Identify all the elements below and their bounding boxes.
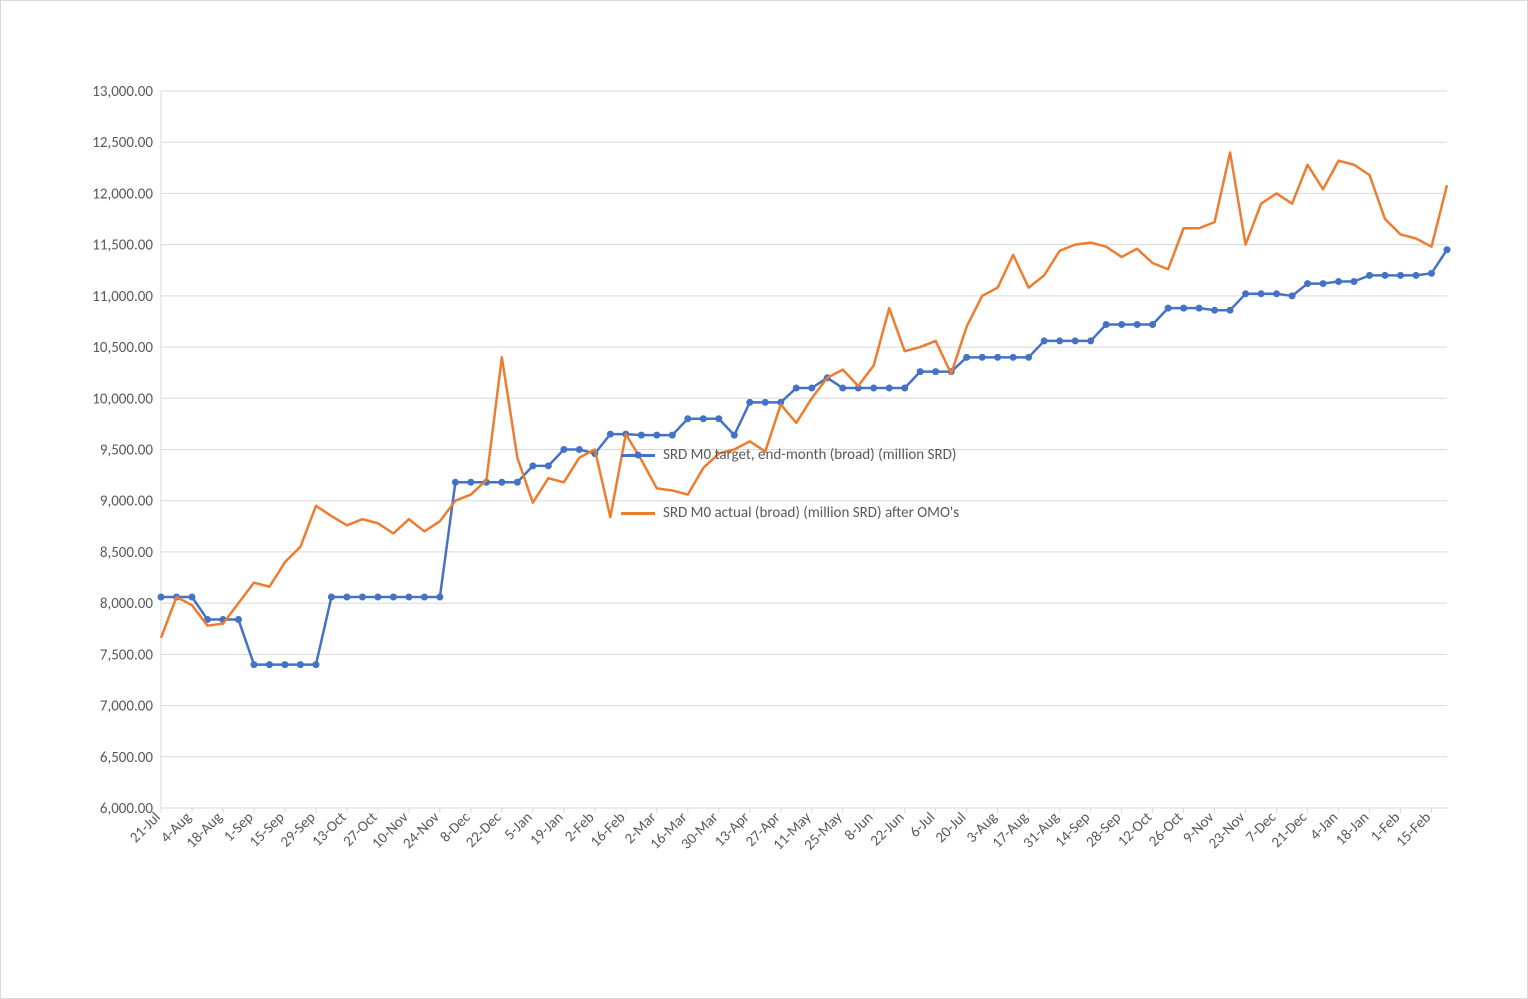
svg-text:7,000.00: 7,000.00 [100, 698, 154, 716]
legend-item-actual: SRD M0 actual (broad) (million SRD) afte… [621, 504, 959, 522]
svg-text:10,500.00: 10,500.00 [92, 339, 153, 357]
legend-label-actual: SRD M0 actual (broad) (million SRD) afte… [663, 504, 959, 522]
svg-text:13-Apr: 13-Apr [711, 809, 753, 851]
svg-text:22-Dec: 22-Dec [462, 808, 505, 851]
svg-text:11,500.00: 11,500.00 [92, 237, 153, 255]
svg-text:19-Jan: 19-Jan [527, 809, 568, 850]
svg-text:8,500.00: 8,500.00 [100, 544, 154, 562]
svg-text:12,000.00: 12,000.00 [92, 185, 153, 203]
svg-text:16-Feb: 16-Feb [587, 809, 629, 851]
svg-text:12-Oct: 12-Oct [1114, 809, 1156, 851]
svg-text:15-Feb: 15-Feb [1393, 809, 1435, 851]
legend-swatch-actual [621, 512, 655, 515]
legend-label-target: SRD M0 target, end-month (broad) (millio… [663, 446, 956, 464]
svg-text:18-Jan: 18-Jan [1332, 809, 1373, 850]
svg-text:6,500.00: 6,500.00 [100, 749, 154, 767]
svg-text:18-Aug: 18-Aug [183, 809, 226, 852]
legend-swatch-target [621, 454, 655, 457]
svg-text:26-Oct: 26-Oct [1145, 809, 1187, 851]
svg-text:11,000.00: 11,000.00 [92, 288, 153, 306]
svg-text:9,500.00: 9,500.00 [100, 442, 154, 460]
svg-text:31-Aug: 31-Aug [1020, 809, 1063, 852]
legend: SRD M0 target, end-month (broad) (millio… [621, 446, 959, 562]
svg-text:8,000.00: 8,000.00 [100, 595, 154, 613]
svg-text:21-Dec: 21-Dec [1268, 808, 1311, 851]
svg-text:10,000.00: 10,000.00 [92, 390, 153, 408]
svg-text:22-Jun: 22-Jun [867, 809, 908, 850]
svg-text:12,500.00: 12,500.00 [92, 134, 153, 152]
svg-text:13-Oct: 13-Oct [309, 809, 351, 851]
svg-text:13,000.00: 13,000.00 [92, 83, 153, 101]
svg-text:29-Sep: 29-Sep [277, 809, 320, 852]
svg-text:20-Jul: 20-Jul [932, 809, 970, 847]
chart-frame: 6,000.006,500.007,000.007,500.008,000.00… [0, 0, 1528, 999]
legend-item-target: SRD M0 target, end-month (broad) (millio… [621, 446, 959, 464]
svg-text:9,000.00: 9,000.00 [100, 493, 154, 511]
svg-text:7,500.00: 7,500.00 [100, 646, 154, 664]
svg-text:28-Sep: 28-Sep [1083, 809, 1126, 852]
